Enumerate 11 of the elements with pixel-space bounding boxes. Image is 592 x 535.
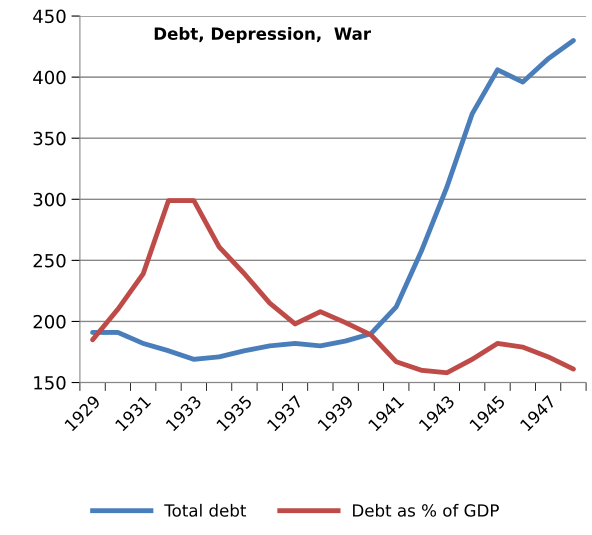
y-tick-label: 250 [34,254,66,268]
y-tick-label: 400 [33,70,66,84]
y-tick-label: 200 [34,314,66,329]
y-tick-label: 150 [34,376,66,390]
line-series [90,198,576,376]
y-tick-label: 450 [33,10,66,24]
y-tick-label: 350 [34,132,66,146]
text: Debt, Depression, War [154,27,371,44]
legend-label: Debt as % of GDP [353,504,499,517]
legend-label: Total debt [164,504,246,517]
y-tick-label: 300 [34,192,66,206]
